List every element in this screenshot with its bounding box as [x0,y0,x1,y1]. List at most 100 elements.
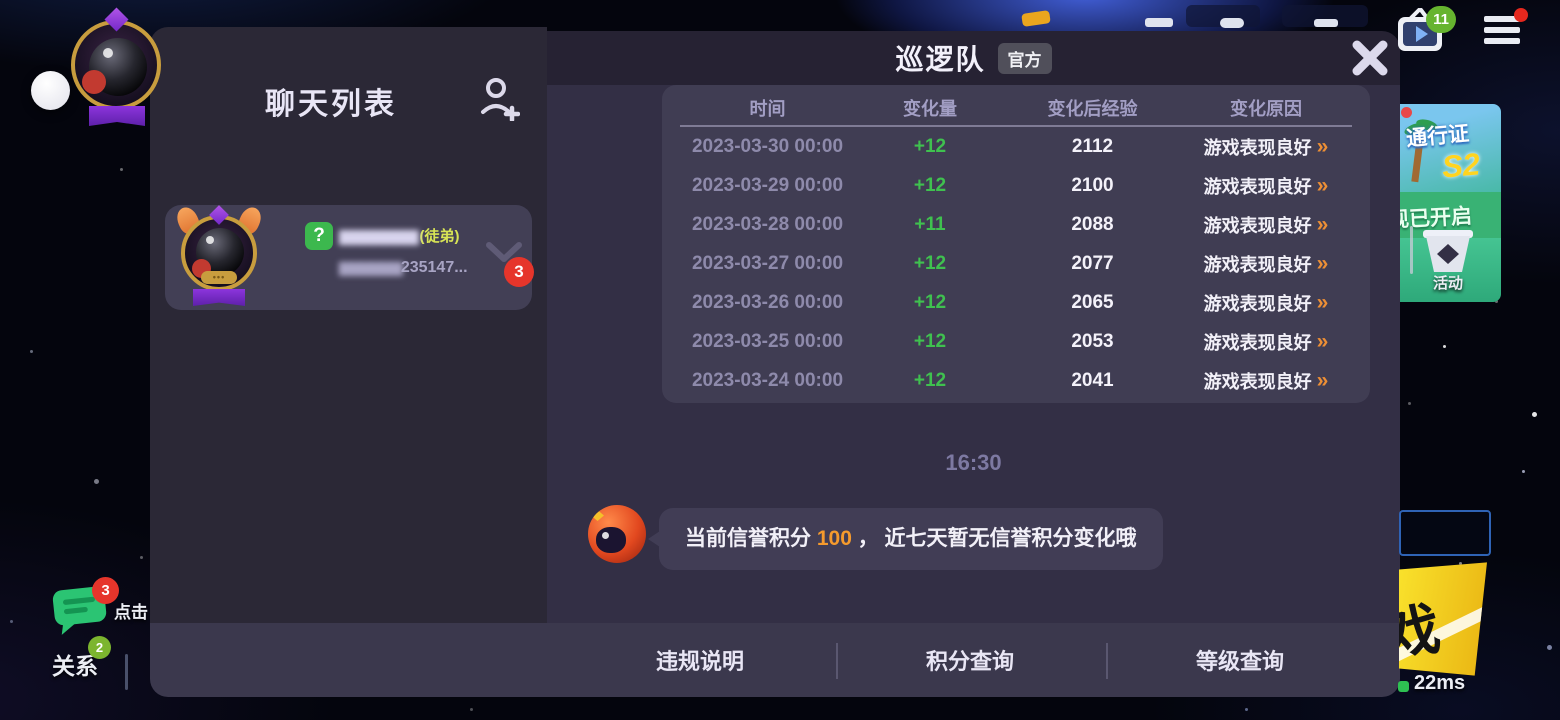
double-arrow-icon: » [1316,134,1329,158]
row-exp: 2065 [1071,291,1114,313]
chat-list-title: 聊天列表 [265,88,397,121]
table-header-row: 时间 变化量 变化后经验 变化原因 [680,91,1352,127]
background-stars [0,0,3,3]
hud-top-bar-sliver [1220,18,1244,28]
row-reason-link[interactable]: 游戏表现良好» [1203,212,1329,236]
chat-item-name: ▆▆▆▆▆▆▆ (徒弟) [339,222,487,250]
activity-label: 活动 [1432,275,1463,292]
hud-divider [1410,226,1413,274]
row-reason-link[interactable]: 游戏表现良好» [1203,290,1329,314]
row-reason-link[interactable]: 游戏表现良好» [1203,173,1329,197]
tv-notification-badge: 11 [1426,6,1456,33]
col-header-change: 变化量 [903,99,957,119]
row-change: +12 [913,174,947,196]
row-change: +12 [913,252,947,274]
row-exp: 2041 [1071,369,1114,391]
bucket-icon [1423,230,1473,272]
table-row: 2023-03-29 00:00 +12 2100 游戏表现良好» [680,166,1352,205]
hud-divider [125,654,128,690]
unread-badge: 3 [504,257,534,287]
close-button[interactable] [1348,36,1392,80]
table-row: 2023-03-24 00:00 +12 2041 游戏表现良好» [680,361,1352,400]
row-reason-link[interactable]: 游戏表现良好» [1203,134,1329,158]
row-time: 2023-03-27 00:00 [691,252,844,274]
season-pass-banner[interactable]: 通行证 S2 现已开启 [1400,104,1501,302]
apprentice-tag: (徒弟) [419,228,460,245]
relations-badge: 2 [88,636,111,659]
double-arrow-icon: » [1316,329,1329,353]
patrol-footer: 违规说明 积分查询 等级查询 [150,623,1400,697]
row-change: +12 [913,369,947,391]
row-exp: 2077 [1071,252,1114,274]
player-avatar-button[interactable] [65,7,165,130]
avatar-nameplate [193,289,245,306]
row-change: +11 [914,213,946,235]
message-timestamp: 16:30 [945,450,1002,475]
relations-button[interactable]: 关系 [52,653,98,679]
hud-top-gold-sliver [1021,10,1051,27]
row-time: 2023-03-30 00:00 [691,135,844,157]
credit-score-value: 100 [816,527,852,550]
hamburger-icon [1484,16,1520,22]
credit-score-message: 当前信誉积分 100 ， 近七天暂无信誉积分变化哦 [648,508,1163,570]
tab-violation-info[interactable]: 违规说明 [655,649,745,674]
chat-notification-badge: 3 [92,577,119,604]
row-time: 2023-03-28 00:00 [691,213,844,235]
table-rows: 2023-03-30 00:00 +12 2112 游戏表现良好» 2023-0… [680,127,1352,400]
patrol-bot-avatar [588,505,646,563]
footer-divider [1106,643,1108,679]
start-button-char: 戏 [1399,596,1445,669]
official-badge: 官方 [997,42,1052,74]
tab-level-query[interactable]: 等级查询 [1195,649,1285,674]
table-row: 2023-03-27 00:00 +12 2077 游戏表现良好» [680,244,1352,283]
table-row: 2023-03-26 00:00 +12 2065 游戏表现良好» [680,283,1352,322]
censored-name: ▆▆▆▆▆▆▆ [339,226,419,245]
hud-top-sliver [1282,5,1368,27]
chat-list-item[interactable]: ••• ? ▆▆▆▆▆▆▆ (徒弟) ▆▆▆▆▆▆235147... 3 [165,204,534,310]
starfish-dot [1401,107,1412,118]
row-exp: 2112 [1071,135,1114,157]
row-time: 2023-03-25 00:00 [691,330,844,352]
row-time: 2023-03-24 00:00 [691,369,844,391]
table-row: 2023-03-30 00:00 +12 2112 游戏表现良好» [680,127,1352,166]
hud-top-bar-sliver [1314,19,1338,27]
row-reason-link[interactable]: 游戏表现良好» [1203,329,1329,353]
col-header-exp: 变化后经验 [1047,99,1138,119]
double-arrow-icon: » [1316,173,1329,197]
row-reason-link[interactable]: 游戏表现良好» [1203,251,1329,275]
tab-score-query[interactable]: 积分查询 [925,649,1015,674]
floating-assist-ball[interactable] [31,71,70,110]
col-header-time: 时间 [749,99,786,119]
chevron-down-icon[interactable] [486,242,522,264]
x-icon [1352,40,1388,76]
row-time: 2023-03-26 00:00 [691,291,844,313]
question-badge: ? [305,222,333,250]
col-header-reason: 变化原因 [1230,99,1302,119]
mode-panel-sliver[interactable] [1399,510,1491,556]
row-change: +12 [913,135,947,157]
row-exp: 2053 [1071,330,1114,352]
row-exp: 2088 [1071,213,1114,235]
start-game-button[interactable]: 戏 [1399,562,1487,676]
row-reason-link[interactable]: 游戏表现良好» [1203,368,1329,392]
menu-button[interactable] [1484,16,1520,50]
row-time: 2023-03-29 00:00 [691,174,844,196]
panel-title: 巡逻队 [895,44,986,75]
table-row: 2023-03-25 00:00 +12 2053 游戏表现良好» [680,322,1352,361]
click-hint-text: 点击 [114,603,148,622]
banner-season-text: S2 [1440,146,1482,185]
add-friend-button[interactable] [480,77,521,123]
table-row: 2023-03-28 00:00 +11 2088 游戏表现良好» [680,205,1352,244]
network-status-dot [1398,681,1409,692]
activity-button[interactable] [1421,228,1475,274]
patrol-header: 巡逻队 官方 [547,31,1400,85]
chat-list-panel: 聊天列表 ••• ? ▆▆▆▆▆▆▆ (徒弟) ▆▆▆▆▆▆23 [150,27,547,623]
double-arrow-icon: » [1316,251,1329,275]
double-arrow-icon: » [1316,212,1329,236]
censored-preview: ▆▆▆▆▆▆ [339,259,403,276]
avatar-nameplate [89,106,145,126]
experience-table: 时间 变化量 变化后经验 变化原因 2023-03-30 00:00 +12 2… [662,85,1370,403]
chat-item-preview: ▆▆▆▆▆▆235147... [339,259,468,276]
double-arrow-icon: » [1316,290,1329,314]
